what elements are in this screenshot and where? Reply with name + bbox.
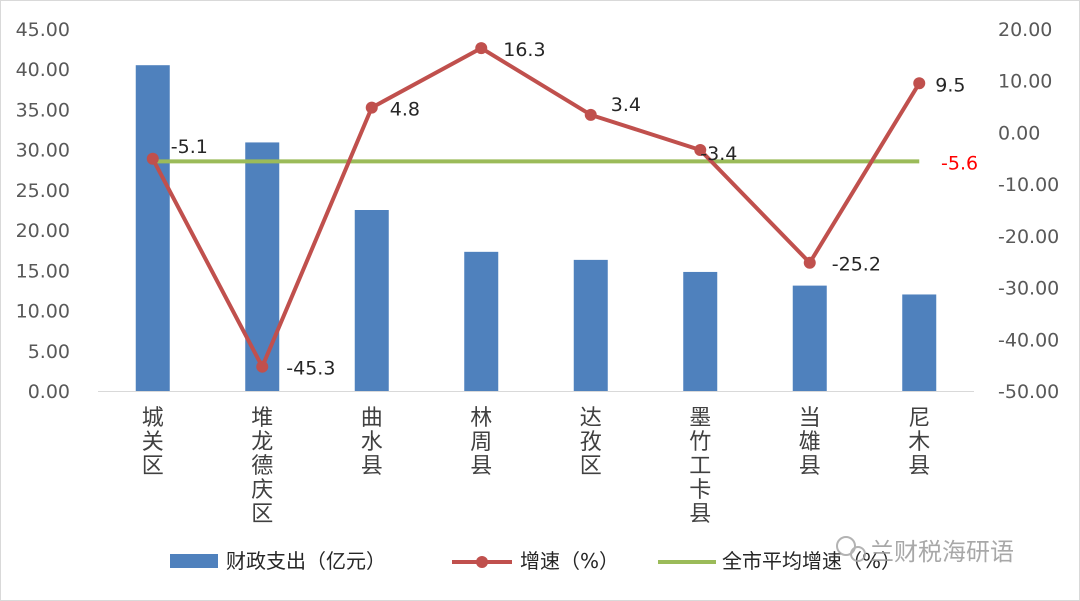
legend-growth-marker bbox=[476, 556, 488, 568]
y-right-tick-label: -50.00 bbox=[998, 381, 1059, 403]
wechat-icon-bubble bbox=[850, 546, 866, 562]
growth-point-2 bbox=[365, 101, 378, 114]
growth-data-label-6: -25.2 bbox=[832, 254, 881, 276]
growth-point-7 bbox=[913, 77, 926, 90]
watermark-text: 兰财税海研语 bbox=[870, 538, 1014, 566]
growth-point-4 bbox=[584, 108, 597, 121]
category-label-1: 堆龙德庆区 bbox=[251, 406, 273, 527]
y-right-tick-label: -40.00 bbox=[998, 329, 1059, 351]
category-label-0: 城关区 bbox=[142, 406, 164, 479]
bar-0 bbox=[135, 65, 170, 391]
y-left-tick-label: 20.00 bbox=[16, 220, 70, 242]
growth-point-6 bbox=[803, 256, 816, 269]
legend-bar-swatch bbox=[170, 554, 218, 568]
y-right-tick-label: -30.00 bbox=[998, 278, 1059, 300]
average-data-label: -5.6 bbox=[941, 152, 978, 174]
bar-4 bbox=[573, 259, 608, 391]
legend-growth-label: 增速（%） bbox=[520, 549, 619, 573]
y-right-tick-label: -20.00 bbox=[998, 226, 1059, 248]
growth-data-label-5: -3.4 bbox=[700, 143, 737, 165]
category-label-2: 曲水县 bbox=[361, 406, 383, 479]
bar-3 bbox=[464, 251, 499, 391]
y-right-tick-label: 20.00 bbox=[998, 19, 1052, 41]
wechat-icon bbox=[836, 536, 856, 556]
bar-5 bbox=[683, 271, 718, 391]
growth-data-label-2: 4.8 bbox=[390, 99, 420, 121]
y-left-tick-label: 15.00 bbox=[16, 260, 70, 282]
y-left-tick-label: 0.00 bbox=[28, 381, 70, 403]
bar-6 bbox=[792, 285, 827, 391]
legend-bar-label: 财政支出（亿元） bbox=[226, 549, 386, 573]
y-right-tick-label: 0.00 bbox=[998, 122, 1040, 144]
category-label-6: 当雄县 bbox=[799, 406, 821, 479]
y-left-tick-label: 35.00 bbox=[16, 99, 70, 121]
category-label-5: 墨竹工卡县 bbox=[689, 406, 711, 527]
growth-data-label-1: -45.3 bbox=[286, 358, 335, 380]
y-left-tick-label: 40.00 bbox=[16, 59, 70, 81]
y-left-tick-label: 25.00 bbox=[16, 180, 70, 202]
category-label-4: 达孜区 bbox=[580, 406, 602, 479]
growth-point-0 bbox=[146, 152, 159, 165]
growth-data-label-0: -5.1 bbox=[171, 136, 208, 158]
y-right-tick-label: -10.00 bbox=[998, 174, 1059, 196]
bar-7 bbox=[902, 294, 937, 391]
growth-point-3 bbox=[475, 42, 488, 55]
bar-2 bbox=[354, 210, 389, 391]
y-left-tick-label: 30.00 bbox=[16, 140, 70, 162]
legend-average-label: 全市平均增速（%） bbox=[722, 549, 901, 573]
y-right-tick-label: 10.00 bbox=[998, 71, 1052, 93]
growth-line bbox=[150, 46, 921, 369]
y-left-tick-label: 45.00 bbox=[16, 19, 70, 41]
y-left-tick-label: 5.00 bbox=[28, 341, 70, 363]
category-label-3: 林周县 bbox=[470, 406, 492, 479]
category-label-7: 尼木县 bbox=[908, 406, 930, 479]
growth-point-5 bbox=[694, 144, 707, 157]
growth-data-label-3: 16.3 bbox=[503, 39, 545, 61]
y-left-tick-label: 10.00 bbox=[16, 301, 70, 323]
growth-point-1 bbox=[256, 360, 269, 373]
growth-data-label-7: 9.5 bbox=[935, 74, 965, 96]
bar-1 bbox=[245, 142, 280, 391]
growth-data-label-4: 3.4 bbox=[611, 94, 641, 116]
watermark: 兰财税海研语 bbox=[836, 536, 1014, 566]
